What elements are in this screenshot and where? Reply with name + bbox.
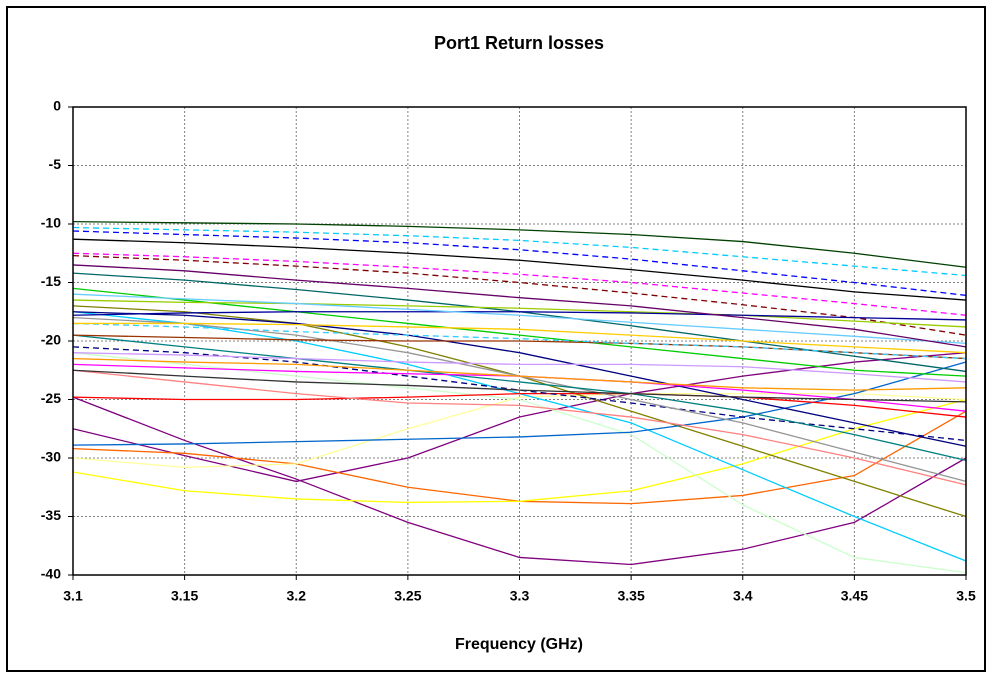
y-tick-label: -40 [41,566,61,582]
series-line [72,396,967,566]
series-line [72,252,967,316]
x-tick-label: 3.5 [956,588,976,604]
x-tick-label: 3.25 [394,588,421,604]
series-line [73,322,967,354]
series-line [72,393,967,418]
series-line [72,361,967,446]
series-line [72,369,967,486]
y-tick-label: -10 [41,215,61,231]
y-tick-label: 0 [53,98,61,114]
y-tick-label: -35 [41,507,61,523]
series-line [72,287,967,377]
x-tick-label: 3.1 [63,588,83,604]
y-tick-label: -25 [41,390,61,406]
chart-title: Port1 Return losses [434,33,604,53]
series-line [72,238,967,301]
series-line [72,352,967,383]
series-line [72,311,967,321]
x-tick-label: 3.2 [287,588,307,604]
x-tick-label: 3.35 [618,588,645,604]
y-tick-label: -20 [41,332,61,348]
series-line [72,398,967,504]
y-tick-label: -5 [49,156,62,172]
series-line [72,311,967,447]
series-line [72,393,967,469]
y-tick-label: -15 [41,273,61,289]
x-tick-label: 3.4 [733,588,753,604]
series-line [72,221,967,268]
series-line [72,369,967,403]
series-line [72,357,967,391]
plot-border [72,106,967,576]
series-line [72,264,967,348]
x-axis-title: Frequency (GHz) [455,636,583,653]
x-tick-label: 3.3 [510,588,530,604]
x-tick-label: 3.45 [841,588,868,604]
series-line [72,293,967,344]
series-line [72,334,967,461]
series-line [72,226,967,277]
y-tick-label: -30 [41,449,61,465]
series-line [72,299,967,328]
series-line [72,322,967,360]
series-line [72,352,967,574]
x-tick-label: 3.15 [171,588,198,604]
